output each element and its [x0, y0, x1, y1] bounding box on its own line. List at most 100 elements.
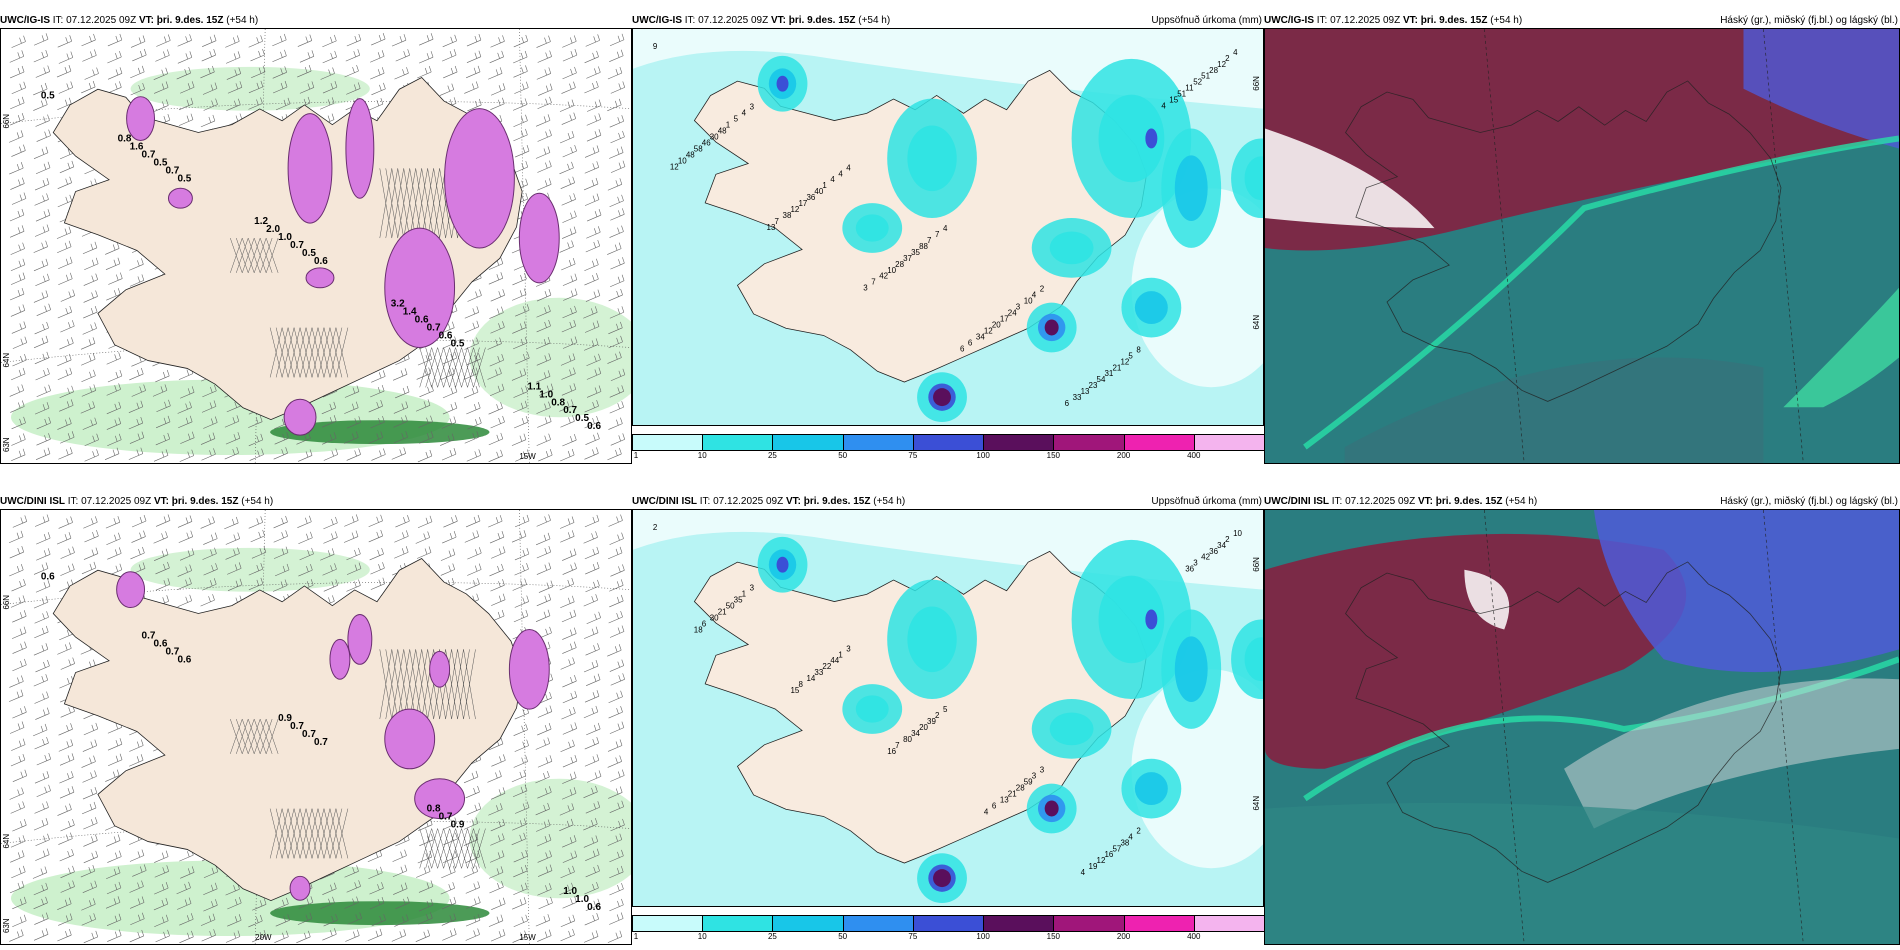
- wind-barb: [57, 417, 72, 430]
- wind-barb: [274, 432, 289, 445]
- wind-barb: [393, 431, 408, 444]
- wind-barb: [9, 721, 25, 734]
- wind-barb: [12, 706, 27, 719]
- map-frame: 9 3 4 4 2 8 4 4 4 7 4 5 2 5 4 7 10 12 12 1 1 88 3 21 28 48 40 35 24 3…: [632, 28, 1264, 426]
- wind-barb: [106, 532, 121, 545]
- precip-value-label: 28: [1016, 784, 1025, 793]
- wind-barb: [10, 595, 26, 608]
- hatch-line: [443, 828, 456, 869]
- wind-barb: [609, 882, 624, 896]
- wind-barb: [9, 787, 24, 800]
- wind-barb: [536, 336, 551, 350]
- wind-barb: [128, 447, 144, 460]
- wind-map: 0.60.60.70.90.60.70.70.71.00.60.70.81.00…: [1, 510, 631, 944]
- precip-max: [1044, 800, 1059, 817]
- precip-value-label: 6: [702, 619, 707, 628]
- wind-barb: [226, 51, 241, 64]
- wind-barb: [34, 625, 49, 639]
- hatch-line: [403, 168, 416, 239]
- latitude-label: 63N: [2, 918, 11, 933]
- hatch-line: [259, 237, 273, 273]
- panel-field-title: Uppsöfnuð úrkoma (mm): [1151, 496, 1262, 507]
- wind-barb: [225, 432, 241, 445]
- wind-barb: [9, 384, 24, 397]
- wind-barb: [584, 881, 599, 895]
- wind-barb: [34, 193, 49, 206]
- precip-value-label: 40: [814, 187, 823, 196]
- panel-cloud-ig-is: UWC/IG-IS IT: 07.12.2025 09Z VT: þri. 9.…: [1264, 14, 1900, 464]
- wind-barb: [584, 415, 599, 429]
- wind-barb: [609, 579, 624, 592]
- wind-barb: [11, 433, 26, 446]
- init-time: IT: 07.12.2025 09Z: [1331, 496, 1416, 507]
- precip-map: 9344284447452547101212118832128484035243…: [633, 29, 1263, 425]
- hatch-line: [391, 649, 404, 720]
- wind-barb: [513, 609, 529, 623]
- precip-value-label: 4: [742, 109, 747, 118]
- wind-barb: [583, 705, 599, 719]
- wind-barb: [156, 399, 171, 413]
- wind-barb: [513, 882, 528, 896]
- wind-barb: [34, 736, 49, 750]
- precip-value-label: 88: [919, 242, 928, 251]
- wind-barb: [108, 272, 123, 285]
- hatch-line: [281, 327, 295, 378]
- wind-barb: [59, 848, 74, 862]
- wind-barb: [81, 369, 96, 383]
- wind-barb: [107, 547, 122, 560]
- wind-barb: [368, 866, 383, 880]
- wind-barb: [584, 690, 600, 703]
- wind-barb: [57, 642, 72, 655]
- init-time: IT: 07.12.2025 09Z: [699, 496, 784, 507]
- precip-value-label: 20: [992, 320, 1001, 329]
- wind-barb: [465, 881, 481, 894]
- wind-labels: 0.60.60.70.90.60.70.70.71.00.60.70.81.00…: [41, 572, 602, 913]
- wind-barb: [417, 850, 433, 864]
- wind-barb: [539, 383, 554, 396]
- wind-barb: [536, 545, 552, 559]
- wind-barb: [203, 98, 218, 111]
- precip-value-label: 50: [726, 602, 735, 611]
- precip-core: [1134, 772, 1168, 806]
- wind-barb: [9, 675, 24, 688]
- colorbar-tick-label: 150: [1046, 932, 1061, 941]
- cloud-map: [1265, 29, 1899, 463]
- wind-barb: [107, 433, 122, 447]
- wind-barb: [416, 546, 432, 559]
- wind-barb: [33, 818, 49, 831]
- hatch-line: [455, 828, 468, 869]
- wind-barb: [537, 864, 553, 877]
- wind-barb: [609, 912, 624, 925]
- wind-barb: [536, 819, 551, 832]
- wind-barb: [490, 833, 505, 846]
- wind-barb: [106, 288, 121, 301]
- wind-barb: [200, 65, 215, 79]
- wind-value-label: 1.1: [527, 381, 541, 392]
- wind-barb: [561, 367, 576, 380]
- wind-barb: [560, 448, 575, 462]
- colorbar-swatch: [1123, 434, 1195, 451]
- wind-barb: [488, 272, 504, 285]
- wind-barb: [154, 850, 169, 863]
- wind-barb: [11, 321, 27, 334]
- hatch-line: [269, 327, 283, 378]
- wind-barb: [250, 65, 266, 79]
- wind-barb: [561, 787, 577, 800]
- wind-barb: [536, 370, 551, 383]
- wind-barb: [536, 319, 551, 333]
- valid-time: þri. 9.des. 15Z: [803, 496, 871, 507]
- wind-barb: [11, 192, 27, 205]
- precip-blob: [305, 267, 335, 289]
- precip-value-label: 30: [710, 613, 719, 622]
- wind-barb: [609, 721, 625, 734]
- wind-value-label: 0.5: [154, 157, 168, 168]
- wind-barb: [440, 433, 455, 446]
- wind-barb: [537, 705, 553, 718]
- wind-barb: [536, 834, 552, 847]
- wind-value-label: 0.5: [177, 173, 191, 184]
- wind-barb: [33, 258, 49, 272]
- precip-value-label: 1: [838, 650, 843, 659]
- colorbar-swatch: [1053, 915, 1125, 932]
- wind-barb: [179, 930, 194, 944]
- wind-barb: [177, 577, 192, 590]
